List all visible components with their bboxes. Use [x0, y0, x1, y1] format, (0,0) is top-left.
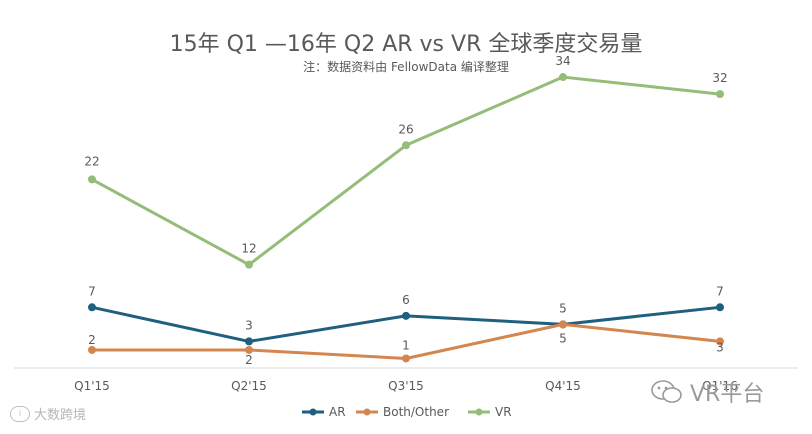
- data-label-vr: 12: [241, 242, 256, 256]
- legend-marker-both-other: [363, 408, 371, 416]
- watermark-left-text: 大数跨境: [34, 408, 87, 423]
- x-tick-label: Q2'15: [231, 379, 267, 393]
- legend-label-vr: VR: [495, 405, 512, 419]
- series-line-vr: [91, 75, 721, 267]
- data-point-both-other: [88, 345, 96, 354]
- data-label-vr: 34: [555, 54, 570, 68]
- x-tick-label: Q3'15: [388, 379, 424, 393]
- brand-badge-icon: i: [10, 405, 30, 422]
- data-point-vr: [559, 73, 567, 82]
- data-label-ar: 3: [245, 318, 253, 332]
- watermark-right-text: VR平台: [690, 382, 765, 407]
- data-label-ar: 6: [402, 293, 410, 307]
- x-tick-label: Q1'15: [74, 379, 110, 393]
- data-point-vr: [245, 260, 253, 269]
- data-label-both-other: 2: [245, 353, 253, 367]
- data-label-both-other: 2: [88, 333, 96, 347]
- x-tick-label: Q1'16: [702, 379, 738, 393]
- data-point-ar: [245, 337, 253, 346]
- data-label-ar: 7: [88, 284, 96, 298]
- data-point-vr: [402, 141, 410, 150]
- data-point-ar: [402, 311, 410, 320]
- data-label-both-other: 5: [559, 301, 567, 315]
- data-label-ar: 7: [716, 284, 724, 298]
- data-point-vr: [716, 90, 724, 99]
- data-label-both-other: 1: [402, 338, 410, 352]
- chart-title: 15年 Q1 —16年 Q2 AR vs VR 全球季度交易量: [169, 32, 643, 57]
- watermark-left: i 大数跨境: [10, 404, 86, 423]
- x-tick-label: Q4'15: [545, 379, 581, 393]
- legend-label-ar: AR: [329, 405, 346, 419]
- data-point-both-other: [245, 345, 253, 354]
- chart-subtitle: 注：数据资料由 FellowData 编译整理: [303, 60, 509, 74]
- data-label-vr: 26: [398, 122, 413, 136]
- data-label-both-other: 3: [716, 340, 724, 354]
- legend-label-both-other: Both/Other: [383, 405, 449, 419]
- data-label-ar: 5: [559, 331, 567, 345]
- data-point-ar: [88, 303, 96, 312]
- legend-marker-ar: [309, 408, 317, 416]
- data-point-both-other: [402, 354, 410, 363]
- data-label-vr: 22: [84, 154, 99, 168]
- data-point-both-other: [716, 337, 724, 346]
- data-point-ar: [716, 303, 724, 312]
- data-point-vr: [88, 175, 96, 184]
- legend-marker-vr: [475, 408, 483, 416]
- data-label-vr: 32: [712, 71, 727, 85]
- wechat-icon: [651, 380, 682, 403]
- data-point-both-other: [559, 320, 567, 329]
- watermark-right: VR平台: [650, 376, 764, 408]
